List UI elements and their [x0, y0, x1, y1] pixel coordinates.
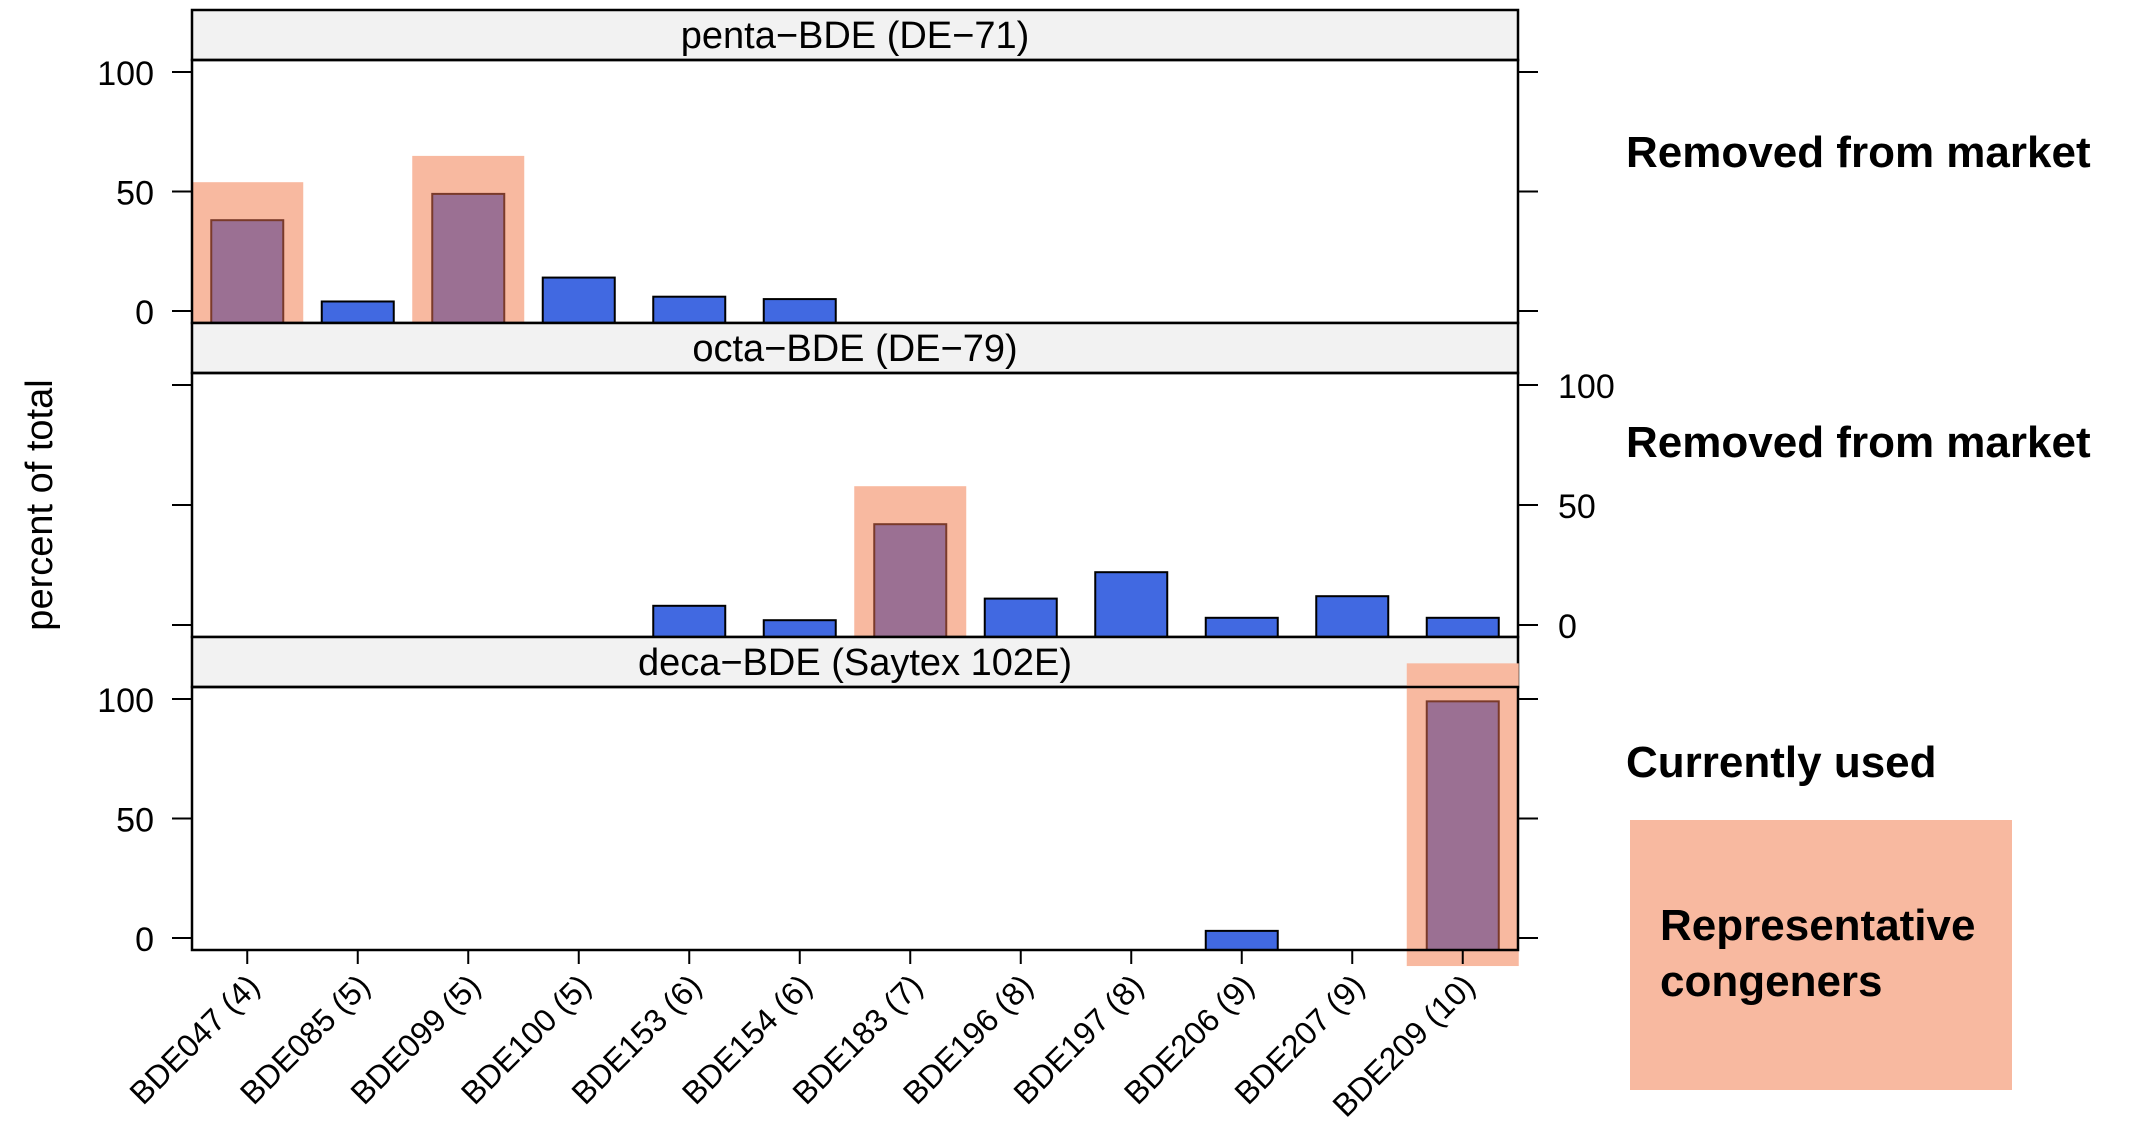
legend-label: Representative congeners [1660, 901, 1976, 1006]
panel-0: penta−BDE (DE−71) 0 50 100 [97, 8, 1538, 340]
panel-1: octa−BDE (DE−79) 0 50 100 [172, 321, 1615, 653]
panel-title: deca−BDE (Saytex 102E) [638, 642, 1072, 684]
bar-BDE207 [1315, 595, 1390, 639]
y-tick-label: 100 [97, 55, 154, 93]
bar-BDE153 [652, 295, 727, 325]
bar-BDE183 [873, 523, 948, 639]
bar-BDE154 [762, 298, 837, 325]
bar-BDE206 [1204, 929, 1279, 952]
bar-BDE209 [1425, 616, 1500, 638]
panel-2: deca−BDE (Saytex 102E) 0 50 100 [97, 635, 1538, 967]
y-tick-label: 0 [135, 294, 154, 332]
bar-BDE197 [1094, 571, 1169, 639]
panel-title: octa−BDE (DE−79) [692, 328, 1017, 370]
x-tick-labels: BDE047 (4)BDE085 (5)BDE099 (5)BDE100 (5)… [123, 950, 1482, 1124]
panel-strip [190, 635, 1520, 689]
y-tick-label: 0 [135, 921, 154, 959]
bar-BDE100 [541, 276, 616, 324]
panel-frame [190, 685, 1520, 952]
bar-BDE196 [983, 597, 1058, 638]
status-label-deca: Currently used [1626, 738, 1937, 787]
y-tick-label: 100 [1558, 368, 1615, 406]
y-axis-label: percent of total [19, 379, 61, 630]
y-tick-label: 50 [116, 802, 154, 840]
bar-BDE206 [1204, 616, 1279, 638]
bar-BDE209 [1425, 700, 1500, 951]
panel-title: penta−BDE (DE−71) [681, 15, 1030, 57]
bar-BDE153 [652, 604, 727, 638]
status-label-penta: Removed from market [1626, 128, 2091, 177]
y-tick-label: 0 [1558, 608, 1577, 646]
bar-BDE047 [210, 219, 285, 324]
y-tick-label: 50 [116, 175, 154, 213]
panels: penta−BDE (DE−71) 0 50 100 octa−BDE (DE−79) 0… [97, 8, 1615, 967]
bar-BDE085 [320, 300, 395, 324]
panel-strip [190, 321, 1520, 375]
bar-BDE099 [431, 192, 506, 324]
y-tick-label: 100 [97, 682, 154, 720]
bar-BDE154 [762, 619, 837, 639]
panel-frame [190, 58, 1520, 325]
y-tick-label: 50 [1558, 488, 1596, 526]
legend-swatch [1630, 820, 2012, 1090]
status-label-octa: Removed from market [1626, 418, 2091, 467]
panel-strip [190, 8, 1520, 62]
